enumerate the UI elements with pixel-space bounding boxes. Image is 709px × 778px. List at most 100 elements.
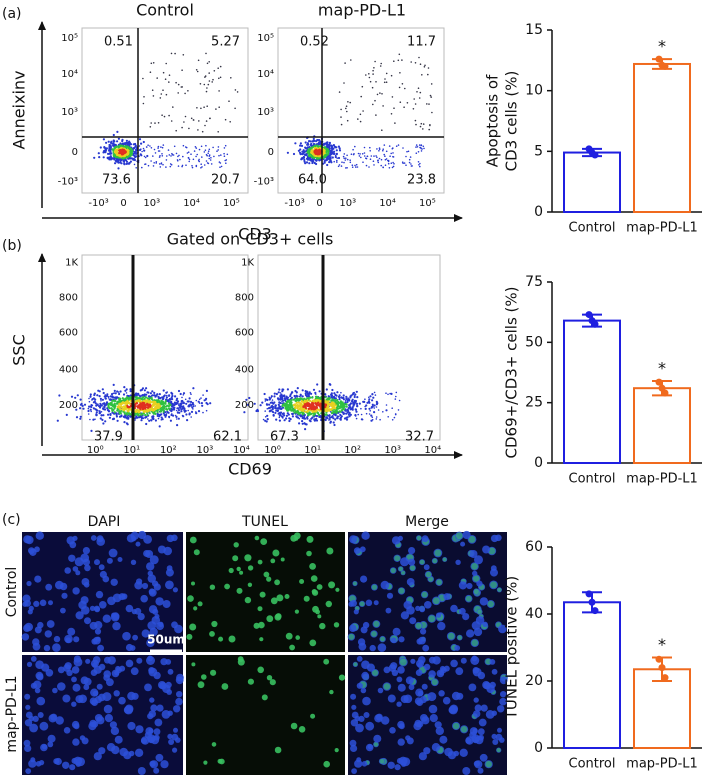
event-dot <box>202 131 204 133</box>
event-dot <box>308 162 310 164</box>
event-dot <box>340 109 342 111</box>
nucleus <box>463 531 471 539</box>
tunel-signal <box>453 723 460 730</box>
nucleus <box>401 695 409 703</box>
event-dot <box>300 395 302 397</box>
event-dot <box>123 386 125 388</box>
scale-bar-label: 50um <box>147 633 185 647</box>
event-dot <box>355 408 357 410</box>
event-dot <box>398 60 400 62</box>
nucleus <box>80 735 85 740</box>
event-dot <box>161 114 163 116</box>
event-dot <box>361 414 363 416</box>
event-dot <box>381 159 383 161</box>
event-dot <box>374 100 376 102</box>
nucleus <box>47 620 55 628</box>
nucleus <box>95 714 103 722</box>
event-dot <box>369 150 371 152</box>
nucleus <box>423 747 430 754</box>
event-dot <box>114 411 116 413</box>
event-dot <box>146 146 148 148</box>
event-dot <box>199 149 201 151</box>
gate-value: 32.7 <box>405 430 434 445</box>
event-dot <box>421 74 423 76</box>
event-dot <box>206 120 208 122</box>
event-dot <box>369 395 371 397</box>
event-dot <box>427 74 429 76</box>
event-dot <box>378 150 380 152</box>
event-dot <box>403 106 405 108</box>
event-dot <box>276 393 278 395</box>
nucleus <box>470 656 479 665</box>
event-dot <box>139 145 141 147</box>
event-dot <box>372 397 374 399</box>
event-dot <box>343 162 345 164</box>
event-dot <box>371 393 373 395</box>
event-dot <box>365 74 367 76</box>
nucleus <box>126 660 134 668</box>
event-dot <box>165 78 167 80</box>
event-dot <box>341 409 343 411</box>
event-dot <box>301 420 303 422</box>
event-dot <box>368 73 370 75</box>
tunel-signal <box>260 592 266 598</box>
nucleus <box>384 667 391 674</box>
event-dot <box>315 418 317 420</box>
nucleus <box>74 658 83 667</box>
event-dot <box>431 112 433 114</box>
event-dot <box>140 143 142 145</box>
event-dot <box>410 61 412 63</box>
event-dot <box>116 140 118 142</box>
event-dot <box>124 390 126 392</box>
nucleus <box>57 682 66 691</box>
nucleus <box>35 626 42 633</box>
event-dot <box>146 414 148 416</box>
nucleus <box>40 722 49 731</box>
event-dot <box>364 152 366 154</box>
event-dot <box>152 394 154 396</box>
event-dot <box>407 102 409 104</box>
nucleus <box>23 624 31 632</box>
event-dot <box>274 393 276 395</box>
x-tick-label: 10³ <box>339 198 356 209</box>
nucleus <box>94 607 100 613</box>
x-tick-label: map-PD-L1 <box>626 221 698 236</box>
event-dot <box>313 389 315 391</box>
tunel-signal <box>420 560 425 565</box>
tunel-signal <box>372 585 377 590</box>
event-dot <box>332 415 334 417</box>
event-dot <box>168 149 170 151</box>
event-dot <box>302 389 304 391</box>
event-dot <box>116 131 118 133</box>
nucleus <box>361 672 369 680</box>
event-dot <box>158 418 160 420</box>
event-dot <box>209 118 211 120</box>
nucleus <box>422 645 429 652</box>
event-dot <box>164 116 166 118</box>
event-dot <box>168 81 170 83</box>
event-dot <box>105 395 107 397</box>
event-dot <box>337 415 339 417</box>
event-dot <box>206 410 208 412</box>
nucleus <box>455 560 460 565</box>
nucleus <box>378 643 387 652</box>
event-dot <box>211 81 213 83</box>
quadrant-value: 73.6 <box>102 173 131 188</box>
event-dot <box>166 159 168 161</box>
event-dot <box>165 392 167 394</box>
event-dot <box>266 404 268 406</box>
event-dot <box>359 155 361 157</box>
flow-plot: 0.515.2773.620.710⁵10⁴10³0-10³-10³010³10… <box>58 28 248 209</box>
nucleus <box>165 659 171 665</box>
event-dot <box>187 400 189 402</box>
event-dot <box>389 145 391 147</box>
nucleus <box>390 662 397 669</box>
event-dot <box>386 73 388 75</box>
event-dot <box>176 418 178 420</box>
event-dot <box>393 60 395 62</box>
event-dot <box>420 126 422 128</box>
quadrant-value: 20.7 <box>211 173 240 188</box>
event-dot <box>166 395 168 397</box>
data-point <box>656 656 663 663</box>
event-dot <box>144 414 146 416</box>
